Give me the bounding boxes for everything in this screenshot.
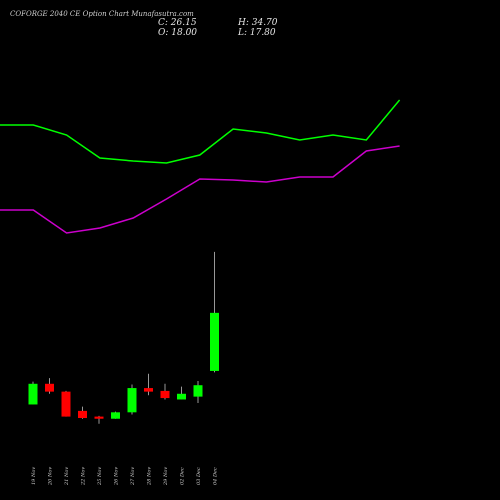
x-tick-label: 20 Nov [48,467,54,486]
chart-title: COFORGE 2040 CE Option Chart Munafasutra… [10,10,194,18]
candle-body [210,312,219,371]
candle-body [193,385,203,397]
candle-body [127,388,137,413]
candle-body [45,383,54,392]
x-tick-label: 28 Nov [147,467,153,486]
x-tick-label: 02 Dec [180,467,186,485]
x-tick-label: 03 Dec [196,467,202,485]
x-tick-label: 19 Nov [31,467,37,485]
candle-body [94,416,104,419]
x-tick-label: 22 Nov [81,467,87,486]
open-value: O: 18.00 [158,28,198,38]
x-tick-label: 29 Nov [163,467,169,486]
x-axis-labels: 19 Nov 20 Nov 21 Nov 22 Nov 25 Nov 26 Nov 27 N… [31,467,219,486]
x-tick-label: 21 Nov [64,467,70,486]
candle-body [111,412,120,419]
x-tick-label: 26 Nov [114,467,120,486]
candle-body [177,393,186,400]
candle-body [144,388,153,392]
x-tick-label: 25 Nov [97,467,103,486]
candle-body [61,391,71,417]
indicator-lines [0,99,401,234]
green-line [0,99,401,164]
close-value: C: 26.15 [158,18,197,28]
high-value: H: 34.70 [238,18,278,28]
candle-body [28,383,38,405]
x-tick-label: 27 Nov [130,467,136,486]
candles [28,251,219,424]
candle-body [78,410,87,419]
low-value: L: 17.80 [238,28,276,38]
magenta-line [0,145,400,234]
x-tick-label: 04 Dec [213,467,219,485]
candle-body [160,390,170,399]
